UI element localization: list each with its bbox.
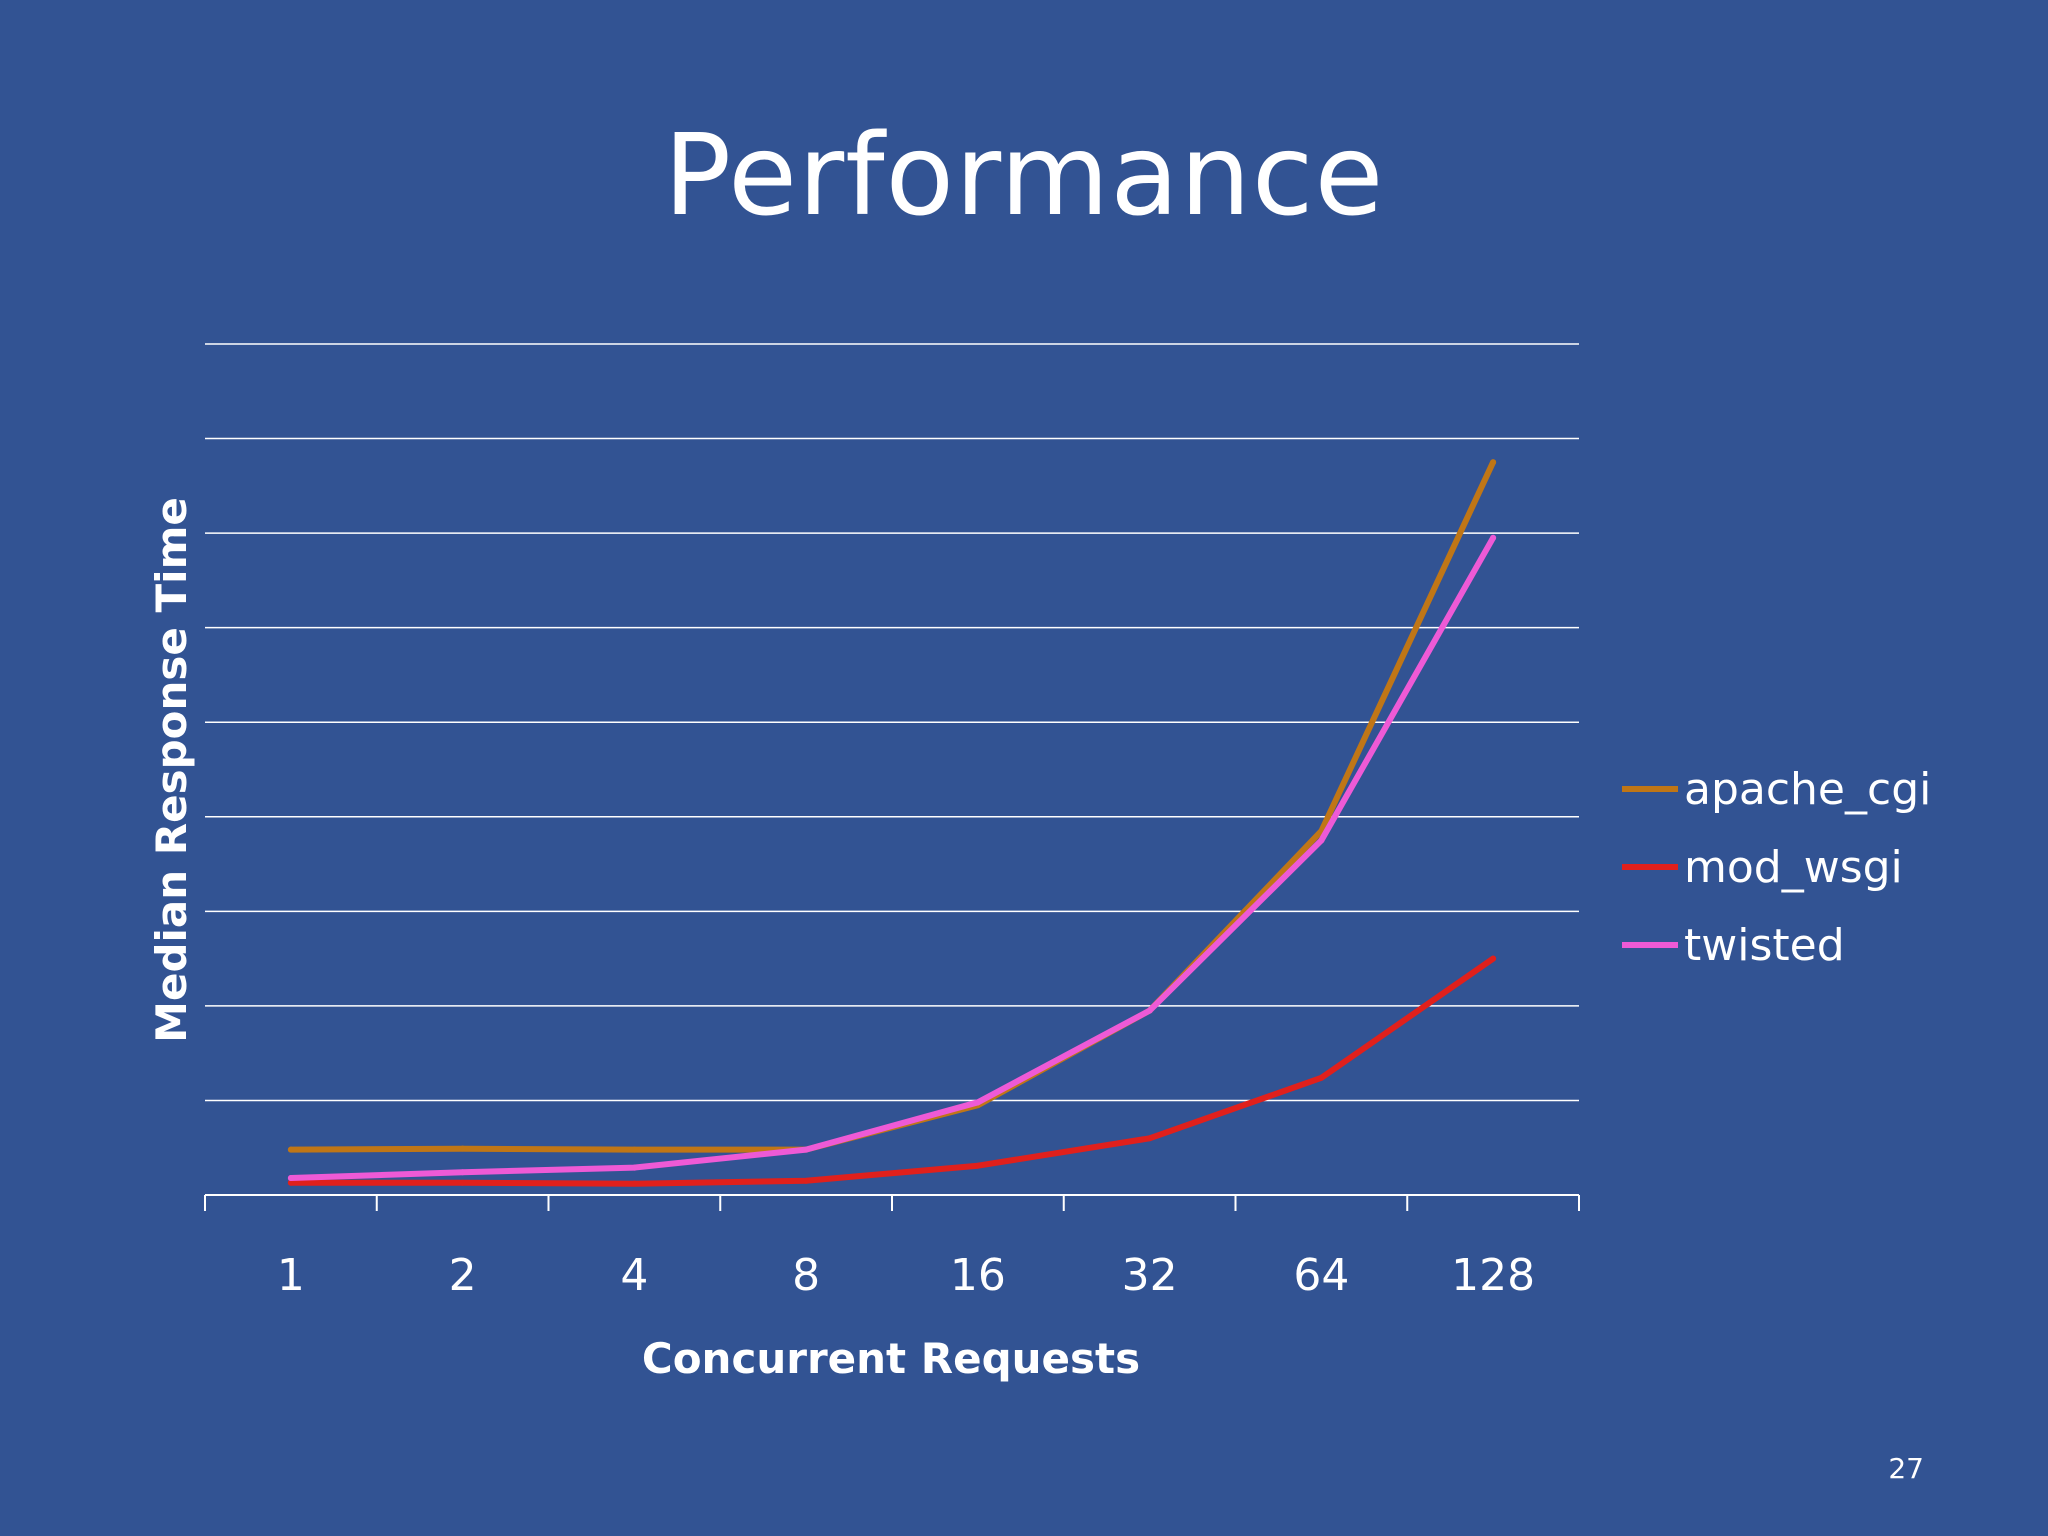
x-tick-label: 32 — [1122, 1250, 1178, 1301]
x-tick-label: 4 — [620, 1250, 648, 1301]
data-point-apache_cgi — [459, 1145, 466, 1152]
legend-label-mod_wsgi: mod_wsgi — [1684, 842, 1903, 893]
data-point-twisted — [803, 1146, 810, 1153]
data-point-mod_wsgi — [1146, 1135, 1153, 1142]
series-line-mod_wsgi — [287, 955, 1497, 1187]
x-tick-labels: 1 2 4 8 16 32 64 128 — [277, 1250, 1535, 1301]
data-point-twisted — [459, 1169, 466, 1176]
slide-title: Performance — [663, 111, 1385, 241]
x-tick-label: 128 — [1451, 1250, 1535, 1301]
data-point-mod_wsgi — [1490, 955, 1497, 962]
series-lines — [287, 459, 1497, 1187]
data-point-twisted — [1146, 1007, 1153, 1014]
data-point-mod_wsgi — [631, 1180, 638, 1187]
x-axis — [204, 1194, 1580, 1211]
data-point-twisted — [287, 1174, 294, 1181]
page-number: 27 — [1888, 1452, 1924, 1485]
x-tick-label: 8 — [792, 1250, 820, 1301]
data-point-twisted — [631, 1164, 638, 1171]
legend-label-twisted: twisted — [1684, 920, 1845, 971]
data-point-mod_wsgi — [803, 1177, 810, 1184]
data-point-apache_cgi — [287, 1146, 294, 1153]
data-point-mod_wsgi — [459, 1179, 466, 1186]
series-line-twisted — [287, 534, 1497, 1181]
y-axis-title: Median Response Time — [147, 497, 196, 1043]
x-tick-label: 16 — [950, 1250, 1006, 1301]
x-tick-label: 64 — [1293, 1250, 1349, 1301]
data-point-mod_wsgi — [287, 1179, 294, 1186]
data-point-apache_cgi — [1490, 459, 1497, 466]
x-axis-title: Concurrent Requests — [642, 1334, 1140, 1383]
data-point-twisted — [1318, 837, 1325, 844]
data-point-twisted — [974, 1099, 981, 1106]
data-point-apache_cgi — [631, 1146, 638, 1153]
gridlines — [205, 343, 1579, 1102]
x-tick-label: 2 — [449, 1250, 477, 1301]
data-point-mod_wsgi — [974, 1162, 981, 1169]
series-line-apache_cgi — [287, 459, 1497, 1153]
legend-label-apache_cgi: apache_cgi — [1684, 764, 1931, 815]
x-tick-label: 1 — [277, 1250, 305, 1301]
data-point-mod_wsgi — [1318, 1074, 1325, 1081]
data-point-twisted — [1490, 534, 1497, 541]
